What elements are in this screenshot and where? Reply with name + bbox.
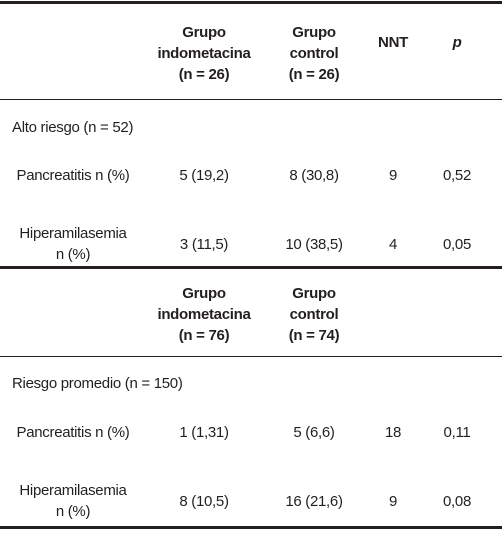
row-label: Hiperamilasemia <box>19 225 127 242</box>
section-title: Riesgo promedio (n = 150) <box>12 375 183 392</box>
column-header: Grupo <box>182 285 226 302</box>
row-label: Hiperamilasemia <box>19 482 127 499</box>
column-header: NNT <box>378 34 408 51</box>
cell: 0,52 <box>443 167 471 184</box>
column-header: (n = 74) <box>288 327 340 344</box>
column-header: p <box>452 34 462 51</box>
column-header: control <box>289 306 339 323</box>
column-header: Grupo <box>292 24 336 41</box>
cell: 5 (19,2) <box>179 167 229 184</box>
cell: 4 <box>388 235 398 253</box>
rule-header-2 <box>0 356 502 357</box>
rule-bottom <box>0 526 502 529</box>
cell: 10 (38,5) <box>285 235 343 253</box>
cell: 0,05 <box>443 235 471 253</box>
cell: 18 <box>384 424 402 441</box>
column-header: (n = 26) <box>288 66 340 83</box>
column-header: control <box>289 45 339 62</box>
row-label: n (%) <box>55 503 91 520</box>
row-label: Pancreatitis n (%) <box>16 167 130 184</box>
cell: 16 (21,6) <box>285 492 343 510</box>
cell: 9 <box>388 167 398 184</box>
column-header: indometacina <box>157 45 251 62</box>
column-header: Grupo <box>292 285 336 302</box>
column-header: (n = 76) <box>178 327 230 344</box>
cell: 3 (11,5) <box>179 235 229 253</box>
column-header: Grupo <box>182 24 226 41</box>
row-label: Pancreatitis n (%) <box>16 424 130 441</box>
column-header: indometacina <box>157 306 251 323</box>
cell: 0,11 <box>443 424 471 441</box>
cell: 8 (30,8) <box>289 167 339 184</box>
rule-header-1 <box>0 99 502 100</box>
cell: 0,08 <box>443 492 471 510</box>
cell: 5 (6,6) <box>293 424 335 441</box>
cell: 8 (10,5) <box>179 492 229 510</box>
cell: 9 <box>388 492 398 510</box>
rule-top <box>0 1 502 4</box>
cell: 1 (1,31) <box>179 424 229 441</box>
rule-middle <box>0 266 502 269</box>
column-header: (n = 26) <box>178 66 230 83</box>
section-title: Alto riesgo (n = 52) <box>12 119 134 136</box>
row-label: n (%) <box>55 246 91 263</box>
